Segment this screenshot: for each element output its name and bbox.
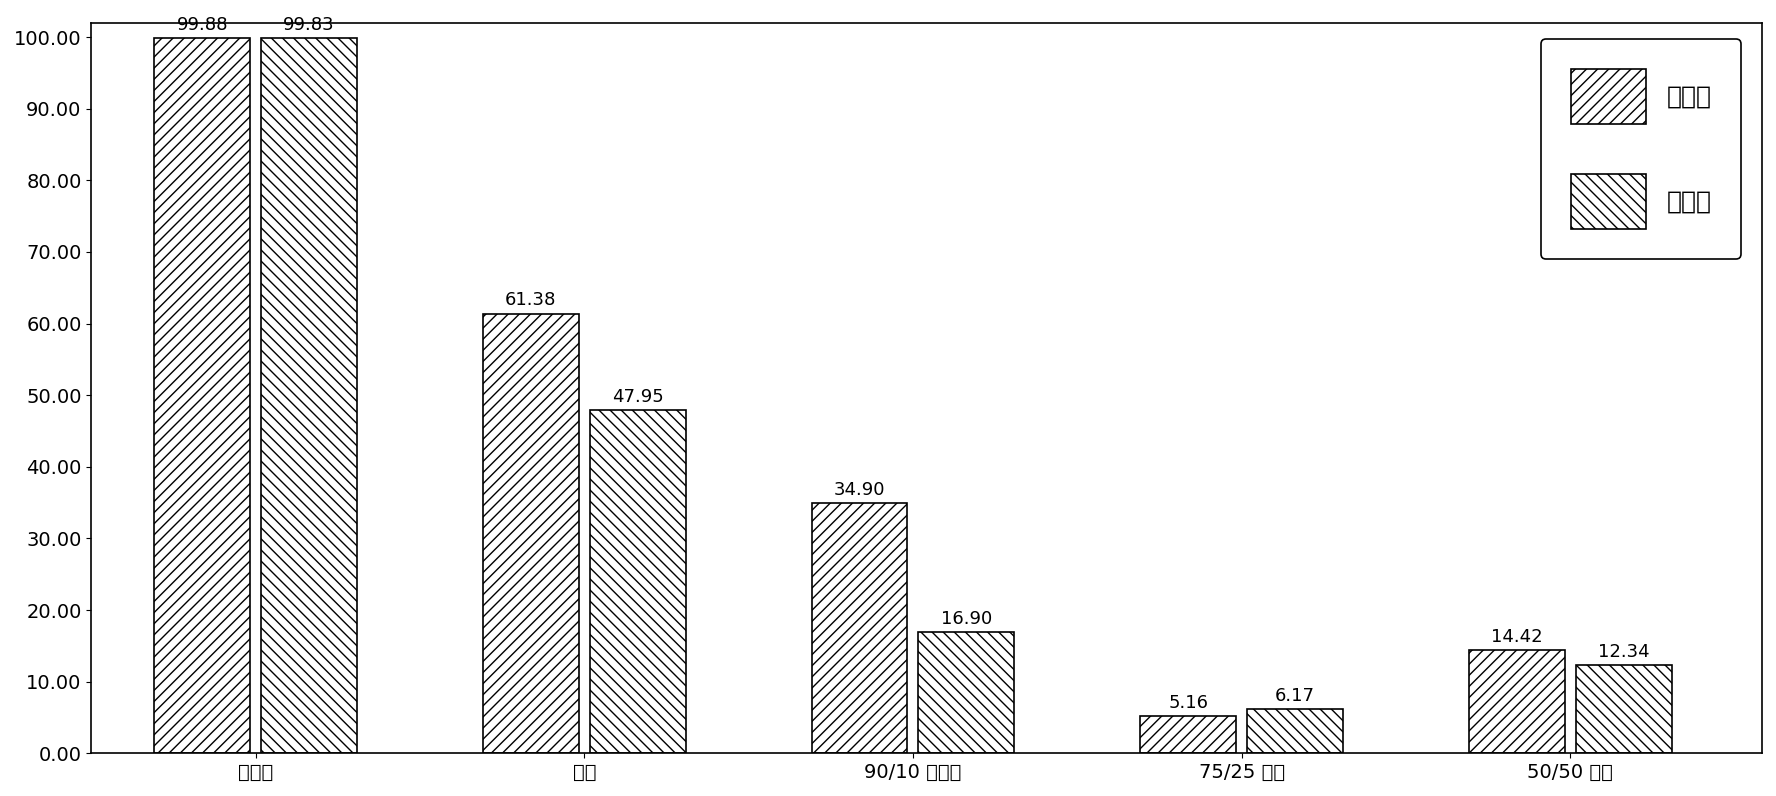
Text: 99.83: 99.83 [282, 16, 336, 34]
Bar [1140, 716, 1236, 753]
Bar [483, 314, 579, 753]
Bar [812, 503, 908, 753]
Text: 61.38: 61.38 [504, 291, 556, 310]
Legend: 低浓度, 高浓度: 低浓度, 高浓度 [1542, 39, 1740, 259]
Text: 6.17: 6.17 [1275, 687, 1314, 705]
Text: 5.16: 5.16 [1169, 694, 1208, 712]
Bar [1575, 665, 1671, 753]
Bar [590, 410, 686, 753]
Text: 12.34: 12.34 [1598, 642, 1650, 661]
Text: 34.90: 34.90 [833, 481, 884, 499]
Bar [1469, 650, 1565, 753]
Bar [155, 38, 250, 753]
Text: 14.42: 14.42 [1492, 628, 1543, 646]
Bar [1247, 709, 1343, 753]
Text: 16.90: 16.90 [941, 610, 993, 628]
Bar [918, 632, 1014, 753]
Bar [261, 38, 357, 753]
Text: 99.88: 99.88 [176, 16, 227, 33]
Text: 47.95: 47.95 [611, 388, 664, 406]
